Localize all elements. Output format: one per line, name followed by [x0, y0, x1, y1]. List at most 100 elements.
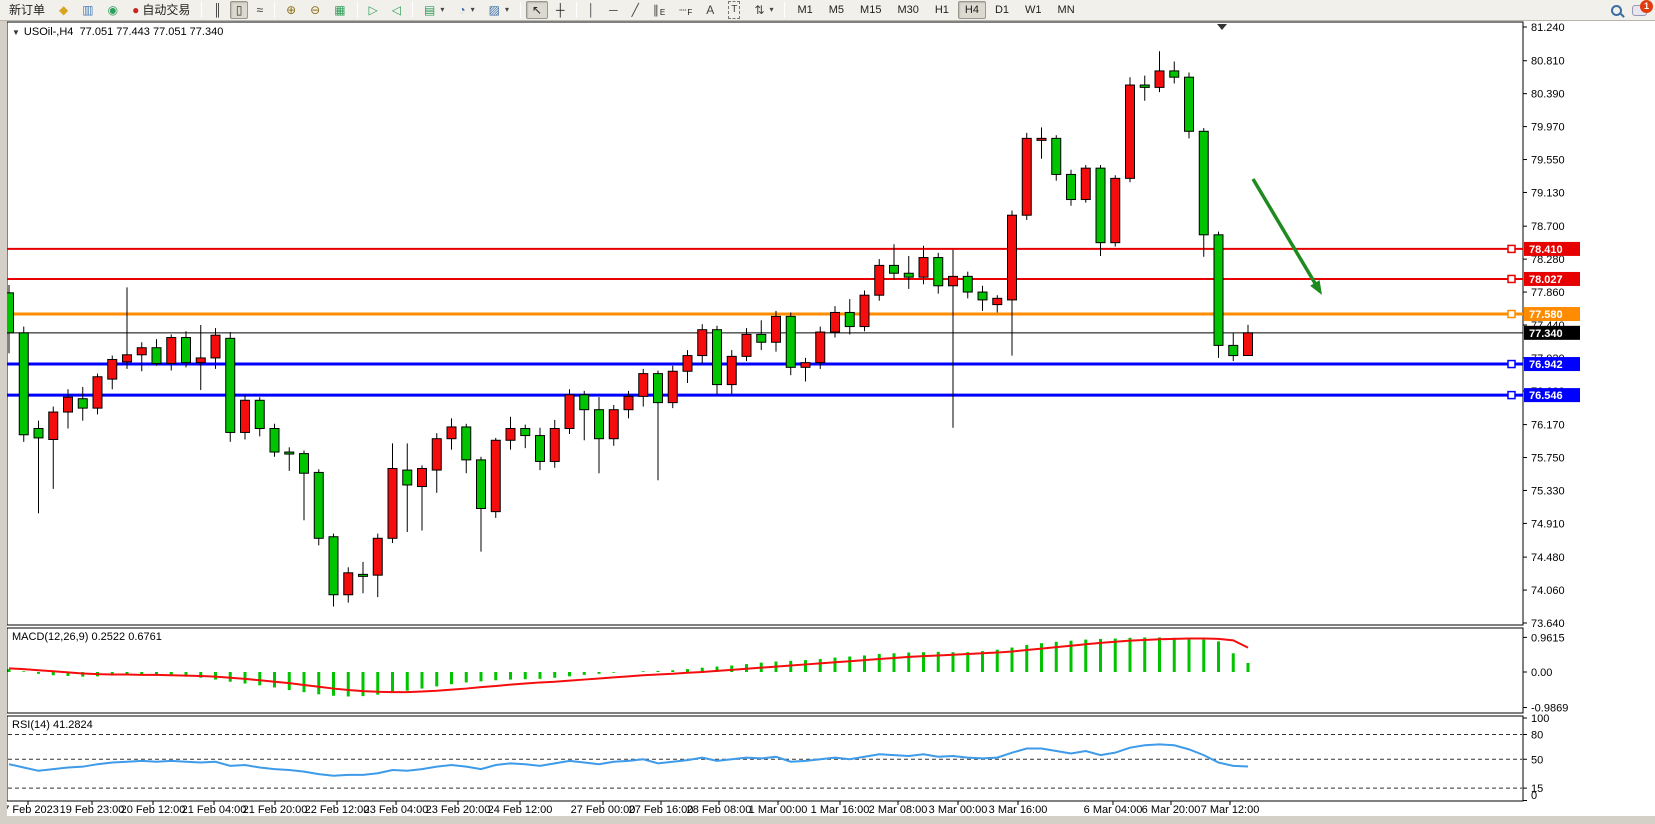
toolbar-separator — [575, 2, 577, 18]
timeframe-m5-button[interactable]: M5 — [828, 4, 845, 16]
macd-panel[interactable] — [6, 627, 1524, 714]
candlestick — [564, 389, 575, 434]
chart-menu-icon[interactable]: ▼ — [12, 28, 20, 37]
candle-body — [520, 428, 531, 437]
market-watch-icon[interactable]: ▥ — [76, 1, 99, 19]
rsi-name: RSI(14) — [12, 719, 50, 731]
candle-body — [284, 451, 295, 455]
dropdown-caret-icon[interactable]: ▾ — [504, 5, 509, 14]
chart-shift-marker-icon[interactable] — [1217, 24, 1227, 30]
timeframe-w1-button[interactable]: W1 — [1025, 4, 1042, 16]
autotrading-button[interactable]: ● 自动交易 — [126, 1, 196, 19]
candlestick — [151, 339, 162, 366]
candlestick — [726, 350, 737, 395]
line-drag-marker[interactable] — [1507, 274, 1516, 284]
signals-icon[interactable]: ◉ — [102, 1, 124, 19]
candle-body — [903, 272, 914, 278]
line-drag-marker[interactable] — [1507, 309, 1516, 319]
price-level-badge — [1524, 388, 1580, 403]
zoom-out-icon[interactable]: ⊖ — [304, 1, 326, 19]
chart-shift-icon[interactable]: ◁ — [386, 1, 407, 19]
candlestick — [1095, 165, 1106, 256]
timeframe-m1-button[interactable]: M1 — [797, 4, 813, 16]
timeframe-m30-button[interactable]: M30 — [897, 4, 919, 16]
candle-body — [874, 264, 885, 296]
candlestick — [402, 443, 413, 533]
search-icon[interactable] — [1611, 4, 1622, 16]
candle-body — [446, 426, 457, 440]
line-chart-icon[interactable]: ≈ — [250, 1, 269, 19]
candle-body — [210, 334, 221, 359]
main-chart-panel[interactable] — [6, 21, 1524, 626]
timeframe-m15-button[interactable]: M15 — [860, 4, 882, 16]
candlestick-chart-icon[interactable]: ▯ — [229, 1, 249, 19]
candle-body — [1139, 84, 1150, 88]
timeframe-h4-button[interactable]: H4 — [957, 1, 986, 19]
trend-arrow-annotation[interactable] — [1251, 178, 1319, 288]
candle-body — [166, 337, 177, 364]
new-chart-button[interactable]: ▤ ▾ — [418, 1, 450, 19]
line-drag-marker[interactable] — [1507, 359, 1516, 369]
timeframe-d1-button[interactable]: D1 — [994, 4, 1010, 16]
template-button[interactable]: ▨ ▾ — [483, 1, 515, 19]
equidistant-channel-icon: ∥ — [652, 3, 659, 17]
candle-body — [122, 354, 132, 363]
candlestick — [579, 390, 590, 441]
candle-body — [1154, 70, 1165, 88]
line-drag-marker[interactable] — [1507, 390, 1516, 400]
candle-body — [1007, 214, 1017, 301]
candle-body — [1125, 84, 1135, 179]
horizontal-line-button[interactable]: ─ — [603, 1, 624, 19]
price-axis-tick-label: 78.280 — [1531, 254, 1565, 266]
quotes-icon[interactable]: ◆ — [53, 1, 74, 19]
price-axis-tick-label: 75.750 — [1531, 453, 1565, 465]
candle-body — [313, 471, 324, 539]
timeframe-h1-button[interactable]: H1 — [934, 4, 949, 16]
crosshair-icon: ┼ — [556, 3, 565, 17]
tile-windows-icon[interactable]: ▦ — [328, 1, 351, 19]
candlestick — [417, 465, 427, 531]
period-button[interactable]: ◔ ▾ — [452, 1, 480, 19]
candle-body — [372, 537, 383, 576]
vertical-line-button[interactable]: │ — [582, 1, 602, 19]
equidistant-channel-button[interactable]: ∥ E — [647, 1, 671, 19]
candlestick — [697, 324, 708, 364]
candlestick — [844, 299, 855, 335]
candlestick — [136, 342, 147, 372]
dropdown-caret-icon[interactable]: ▾ — [470, 5, 475, 14]
price-axis-tick-label: 74.910 — [1531, 518, 1565, 530]
auto-scroll-icon[interactable]: ▷ — [363, 1, 384, 19]
candle-body — [1184, 76, 1194, 132]
crosshair-button[interactable]: ┼ — [550, 1, 571, 19]
candlestick — [815, 326, 826, 369]
chat-icon[interactable]: 1 — [1632, 0, 1653, 16]
bar-chart-icon[interactable]: ║ — [207, 1, 228, 19]
toolbar-separator — [274, 2, 276, 18]
macd-axis-label: -0.9869 — [1531, 703, 1568, 715]
trendline-button[interactable]: ╱ — [626, 1, 645, 19]
cursor-button[interactable]: ↖ — [525, 1, 549, 19]
text-button[interactable]: A — [700, 1, 720, 19]
zoom-in-icon[interactable]: ⊕ — [280, 1, 302, 19]
line-chart-icon: ≈ — [256, 3, 264, 17]
candlestick — [343, 567, 354, 603]
timeframe-mn-button[interactable]: MN — [1057, 4, 1075, 16]
candlestick — [431, 433, 442, 493]
price-axis-tick-label: 79.970 — [1531, 122, 1565, 134]
macd-value: 0.2522 — [91, 631, 126, 643]
dropdown-caret-icon[interactable]: ▾ — [769, 5, 774, 14]
new-order-button[interactable]: 新订单 — [3, 1, 51, 19]
candlestick — [992, 295, 1003, 313]
arrows-button[interactable]: ⇅ ▾ — [748, 1, 779, 19]
candlestick — [225, 332, 236, 442]
price-axis-tick-label: 79.550 — [1531, 155, 1565, 167]
candle-body — [328, 536, 339, 596]
text-label-button[interactable]: T — [722, 1, 746, 19]
fibonacci-button[interactable]: ┈ F — [673, 1, 698, 19]
macd-signal-value: 0.6761 — [128, 631, 162, 643]
window-bottom-edge — [0, 816, 1655, 824]
line-drag-marker[interactable] — [1507, 244, 1516, 254]
text-label-icon: T — [728, 1, 741, 19]
dropdown-caret-icon[interactable]: ▾ — [440, 5, 445, 14]
